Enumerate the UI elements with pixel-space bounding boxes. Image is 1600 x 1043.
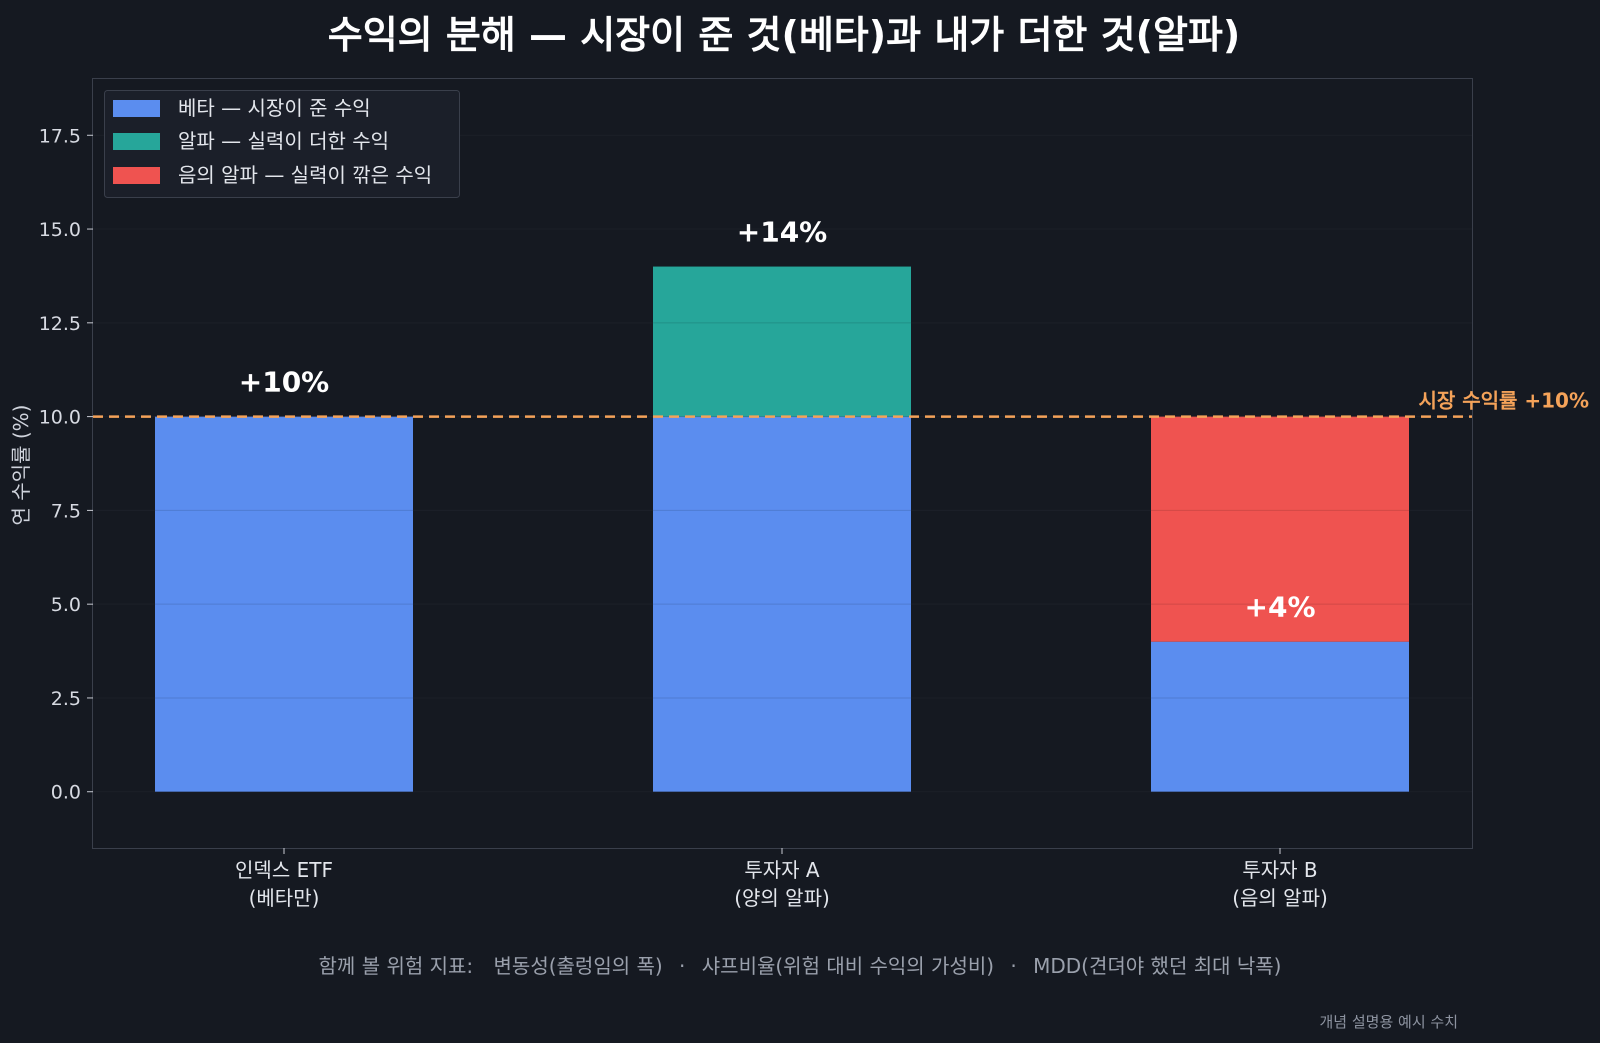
risk-metrics-footnote: 함께 볼 위험 지표: 변동성(출렁임의 폭) · 샤프비율(위험 대비 수익의… xyxy=(319,954,1282,978)
bar-beta xyxy=(155,416,413,792)
x-tick-sublabel: (베타만) xyxy=(249,886,320,910)
legend: 베타 — 시장이 준 수익 알파 — 실력이 더한 수익 음의 알파 — 실력이… xyxy=(104,90,460,198)
bar-total-label: +14% xyxy=(737,216,827,249)
legend-label-beta: 베타 — 시장이 준 수익 xyxy=(178,96,371,120)
bar-negative-alpha xyxy=(1151,416,1409,642)
bar-beta xyxy=(1151,641,1409,792)
x-tick-sublabel: (양의 알파) xyxy=(734,886,830,910)
legend-swatch-beta xyxy=(113,100,160,117)
x-tick-label: 인덱스 ETF xyxy=(235,858,333,882)
footnote-separator: · xyxy=(1010,954,1016,978)
y-tick-label: 15.0 xyxy=(39,219,81,241)
x-tick-label: 투자자 A xyxy=(744,858,820,882)
legend-label-alpha: 알파 — 실력이 더한 수익 xyxy=(178,129,389,153)
bars xyxy=(93,134,1472,793)
footnote-item-mdd: MDD(견뎌야 했던 최대 낙폭) xyxy=(1033,954,1281,978)
x-axis-ticks: 인덱스 ETF (베타만) 투자자 A (양의 알파) 투자자 B (음의 알파) xyxy=(235,848,1328,910)
legend-label-negative-alpha: 음의 알파 — 실력이 깎은 수익 xyxy=(178,163,432,187)
bar-total-label: +10% xyxy=(239,366,329,399)
legend-swatch-negative-alpha xyxy=(113,167,160,184)
y-axis-label: 연 수익률 (%) xyxy=(9,405,33,526)
y-tick-label: 2.5 xyxy=(51,688,81,710)
y-tick-label: 7.5 xyxy=(51,500,81,522)
footnote-item-volatility: 변동성(출렁임의 폭) xyxy=(494,954,663,978)
market-return-label: 시장 수익률 +10% xyxy=(1418,389,1589,413)
chart-title: 수익의 분해 — 시장이 준 것(베타)과 내가 더한 것(알파) xyxy=(328,13,1241,57)
source-note: 개념 설명용 예시 수치 xyxy=(1319,1013,1458,1031)
x-tick-label: 투자자 B xyxy=(1242,858,1317,882)
y-tick-label: 17.5 xyxy=(39,125,81,147)
legend-swatch-alpha xyxy=(113,133,160,150)
footnote-prefix: 함께 볼 위험 지표: xyxy=(319,954,474,978)
bar-alpha xyxy=(653,266,911,417)
y-axis-ticks: 0.0 2.5 5.0 7.5 10.0 12.5 15.0 17.5 xyxy=(39,125,93,804)
x-tick-sublabel: (음의 알파) xyxy=(1232,886,1328,910)
bar-total-label: +4% xyxy=(1245,591,1316,624)
bar-beta xyxy=(653,416,911,792)
y-tick-label: 0.0 xyxy=(51,782,81,804)
footnote-separator: · xyxy=(679,954,685,978)
y-tick-label: 10.0 xyxy=(39,407,81,429)
legend-box xyxy=(104,90,460,198)
bar-total-labels: +10% +14% +4% xyxy=(239,216,1316,624)
market-reference: 시장 수익률 +10% xyxy=(93,389,1589,418)
footnote-item-sharpe: 샤프비율(위험 대비 수익의 가성비) xyxy=(702,954,994,978)
y-tick-label: 12.5 xyxy=(39,313,81,335)
y-tick-label: 5.0 xyxy=(51,594,81,616)
